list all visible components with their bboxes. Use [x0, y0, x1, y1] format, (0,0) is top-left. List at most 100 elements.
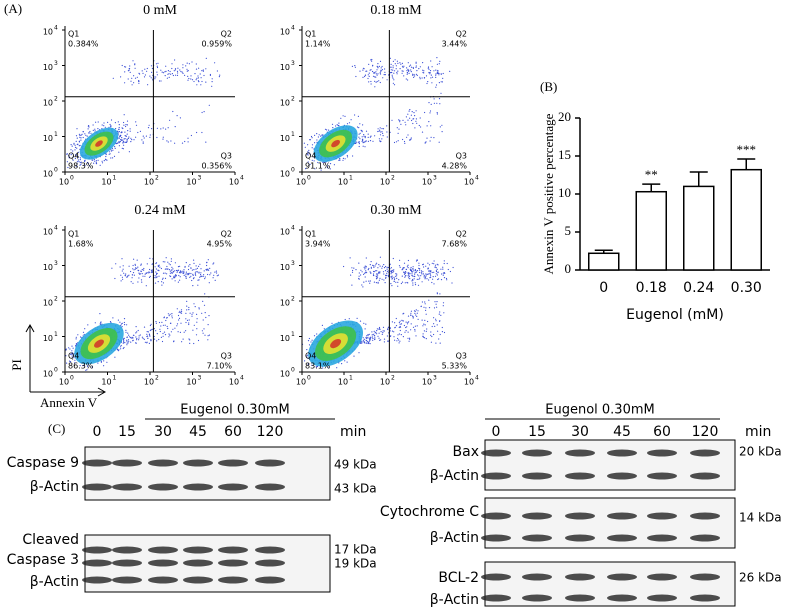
quadrant-name: Q4 [68, 352, 79, 361]
band [565, 535, 595, 542]
event [383, 330, 384, 331]
event [437, 112, 438, 113]
event [374, 331, 375, 332]
event [430, 277, 431, 278]
event [402, 73, 403, 74]
event [421, 273, 422, 274]
event [204, 278, 205, 279]
event [370, 136, 371, 137]
event [438, 338, 439, 339]
event [357, 318, 358, 319]
event [88, 133, 89, 134]
event [419, 125, 420, 126]
event [386, 125, 387, 126]
event [376, 270, 377, 271]
event [398, 339, 399, 340]
event [379, 140, 380, 141]
event [194, 325, 195, 326]
significance: ** [645, 167, 658, 182]
event [365, 141, 366, 142]
event [124, 82, 125, 83]
event [127, 130, 128, 131]
event [399, 333, 400, 334]
event [201, 132, 202, 133]
event [125, 66, 126, 67]
tick-label: 3 [291, 60, 295, 67]
event [158, 266, 159, 267]
event [137, 260, 138, 261]
event [407, 338, 408, 339]
event [364, 267, 365, 268]
band [82, 547, 112, 554]
event [119, 145, 120, 146]
event [434, 326, 435, 327]
event [165, 129, 166, 130]
event [177, 71, 178, 72]
event [425, 277, 426, 278]
event [130, 342, 131, 343]
quadrant-percent: 3.94% [305, 240, 331, 249]
event [368, 268, 369, 269]
event [170, 71, 171, 72]
event [182, 67, 183, 68]
event [398, 133, 399, 134]
event [205, 276, 206, 277]
event [188, 78, 189, 79]
event [426, 328, 427, 329]
event [414, 115, 415, 116]
event [339, 158, 340, 159]
event [121, 131, 122, 132]
event [105, 156, 106, 157]
event [394, 281, 395, 282]
event [314, 142, 315, 143]
event [130, 337, 131, 338]
event [368, 74, 369, 75]
event [402, 282, 403, 283]
event [412, 111, 413, 112]
event [196, 334, 197, 335]
event [412, 279, 413, 280]
event [167, 328, 168, 329]
event [171, 315, 172, 316]
band [255, 560, 285, 567]
event [379, 333, 380, 334]
event [373, 267, 374, 268]
event [180, 270, 181, 271]
event [405, 272, 406, 273]
event [174, 277, 175, 278]
event [135, 336, 136, 337]
tick-label: 10 [280, 170, 290, 179]
event [180, 323, 181, 324]
event [114, 146, 115, 147]
event [422, 336, 423, 337]
event [72, 146, 73, 147]
event [383, 279, 384, 280]
event [371, 61, 372, 62]
event [372, 141, 373, 142]
event [135, 137, 136, 138]
event [203, 71, 204, 72]
event [437, 274, 438, 275]
event [76, 337, 77, 338]
event [123, 273, 124, 274]
event [151, 65, 152, 66]
band [607, 450, 637, 457]
event [123, 125, 124, 126]
event [140, 265, 141, 266]
event [392, 76, 393, 77]
event [399, 62, 400, 63]
event [353, 268, 354, 269]
event [416, 110, 417, 111]
event [357, 126, 358, 127]
event [399, 120, 400, 121]
event [418, 275, 419, 276]
event [349, 318, 350, 319]
quadrant-percent: 0.384% [68, 40, 99, 49]
protein-label: Caspase 9 [7, 455, 79, 471]
event [146, 273, 147, 274]
event [377, 131, 378, 132]
event [391, 271, 392, 272]
y-tick-label: 20 [558, 109, 571, 124]
event [409, 276, 410, 277]
event [410, 69, 411, 70]
